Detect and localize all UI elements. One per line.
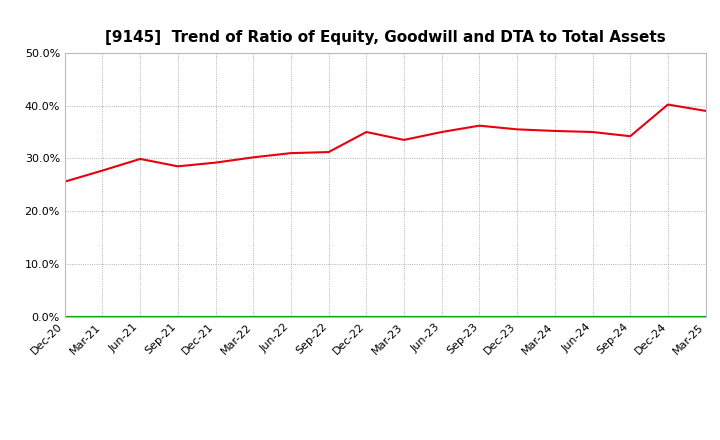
Deferred Tax Assets [701,314,710,319]
Deferred Tax Assets [513,314,521,319]
Goodwill [475,314,484,319]
Goodwill [136,314,145,319]
Equity [588,129,597,135]
Equity [287,150,295,156]
Deferred Tax Assets [98,314,107,319]
Equity [664,102,672,107]
Line: Equity: Equity [65,105,706,182]
Deferred Tax Assets [551,314,559,319]
Goodwill [60,314,69,319]
Equity [324,150,333,155]
Deferred Tax Assets [60,314,69,319]
Goodwill [174,314,182,319]
Equity [400,137,408,143]
Equity [701,108,710,114]
Goodwill [438,314,446,319]
Equity [249,155,258,160]
Deferred Tax Assets [400,314,408,319]
Equity [98,168,107,173]
Deferred Tax Assets [664,314,672,319]
Goodwill [98,314,107,319]
Goodwill [287,314,295,319]
Goodwill [551,314,559,319]
Equity [475,123,484,128]
Deferred Tax Assets [475,314,484,319]
Deferred Tax Assets [249,314,258,319]
Equity [60,179,69,184]
Deferred Tax Assets [626,314,634,319]
Goodwill [513,314,521,319]
Deferred Tax Assets [287,314,295,319]
Deferred Tax Assets [136,314,145,319]
Goodwill [211,314,220,319]
Equity [136,156,145,161]
Deferred Tax Assets [174,314,182,319]
Equity [174,164,182,169]
Goodwill [249,314,258,319]
Equity [211,160,220,165]
Goodwill [362,314,371,319]
Equity [362,129,371,135]
Deferred Tax Assets [362,314,371,319]
Deferred Tax Assets [324,314,333,319]
Equity [513,127,521,132]
Equity [551,128,559,134]
Goodwill [701,314,710,319]
Equity [438,129,446,135]
Goodwill [400,314,408,319]
Deferred Tax Assets [588,314,597,319]
Goodwill [324,314,333,319]
Goodwill [626,314,634,319]
Deferred Tax Assets [438,314,446,319]
Deferred Tax Assets [211,314,220,319]
Title: [9145]  Trend of Ratio of Equity, Goodwill and DTA to Total Assets: [9145] Trend of Ratio of Equity, Goodwil… [105,29,665,45]
Goodwill [588,314,597,319]
Goodwill [664,314,672,319]
Equity [626,134,634,139]
